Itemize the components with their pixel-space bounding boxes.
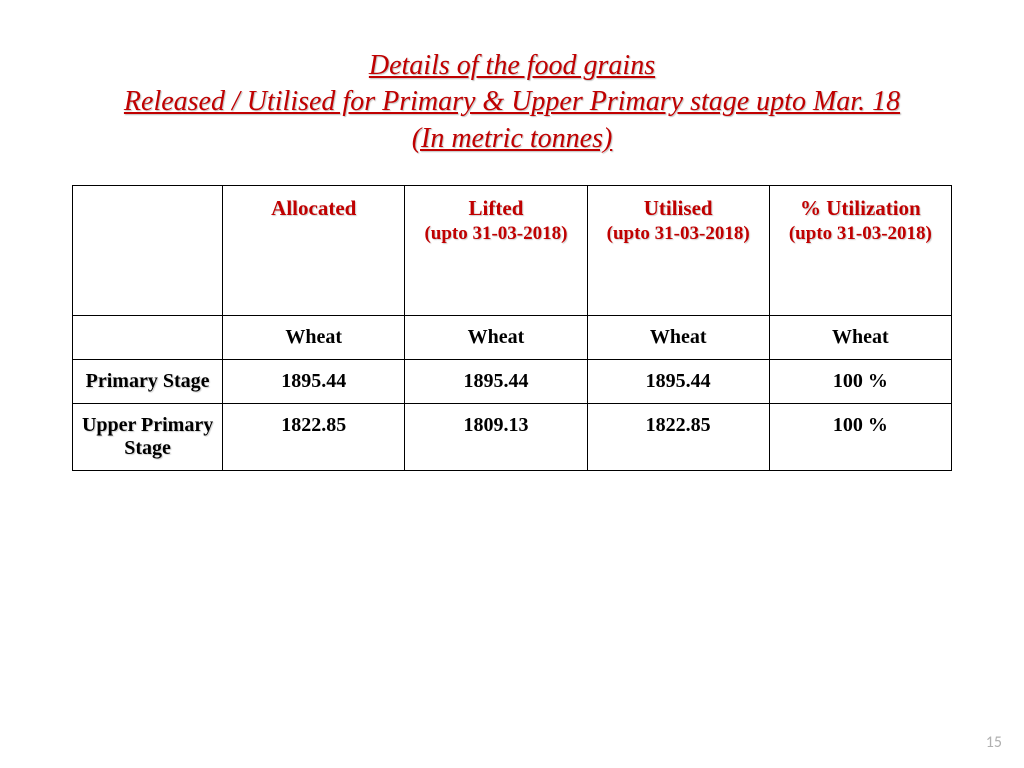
page-number: 15 — [986, 733, 1002, 752]
cell-value: 1895.44 — [587, 360, 769, 404]
subheader-cell: Wheat — [223, 316, 405, 360]
row-label-upper-primary: Upper Primary Stage — [73, 404, 223, 471]
header-utilization: % Utilization (upto 31-03-2018) — [769, 186, 951, 316]
subheader-cell: Wheat — [405, 316, 587, 360]
slide: Details of the food grains Released / Ut… — [0, 0, 1024, 768]
table-subheader-row: Wheat Wheat Wheat Wheat — [73, 316, 952, 360]
subheader-cell: Wheat — [587, 316, 769, 360]
title-line-1: Details of the food grains — [369, 50, 655, 81]
table-header-row: Allocated Lifted (upto 31-03-2018) Utili… — [73, 186, 952, 316]
subheader-cell: Wheat — [769, 316, 951, 360]
table-row: Primary Stage 1895.44 1895.44 1895.44 10… — [73, 360, 952, 404]
cell-value: 100 % — [769, 360, 951, 404]
header-lifted: Lifted (upto 31-03-2018) — [405, 186, 587, 316]
header-utilised: Utilised (upto 31-03-2018) — [587, 186, 769, 316]
title-line-2: Released / Utilised for Primary & Upper … — [124, 86, 900, 117]
slide-title: Details of the food grains Released / Ut… — [20, 48, 1004, 157]
subheader-blank — [73, 316, 223, 360]
cell-value: 1822.85 — [223, 404, 405, 471]
table-row: Upper Primary Stage 1822.85 1809.13 1822… — [73, 404, 952, 471]
cell-value: 100 % — [769, 404, 951, 471]
row-label-primary: Primary Stage — [73, 360, 223, 404]
cell-value: 1895.44 — [405, 360, 587, 404]
cell-value: 1822.85 — [587, 404, 769, 471]
title-line-3: (In metric tonnes) — [412, 123, 613, 154]
header-allocated: Allocated — [223, 186, 405, 316]
food-grains-table: Allocated Lifted (upto 31-03-2018) Utili… — [72, 185, 952, 471]
header-blank — [73, 186, 223, 316]
cell-value: 1895.44 — [223, 360, 405, 404]
cell-value: 1809.13 — [405, 404, 587, 471]
